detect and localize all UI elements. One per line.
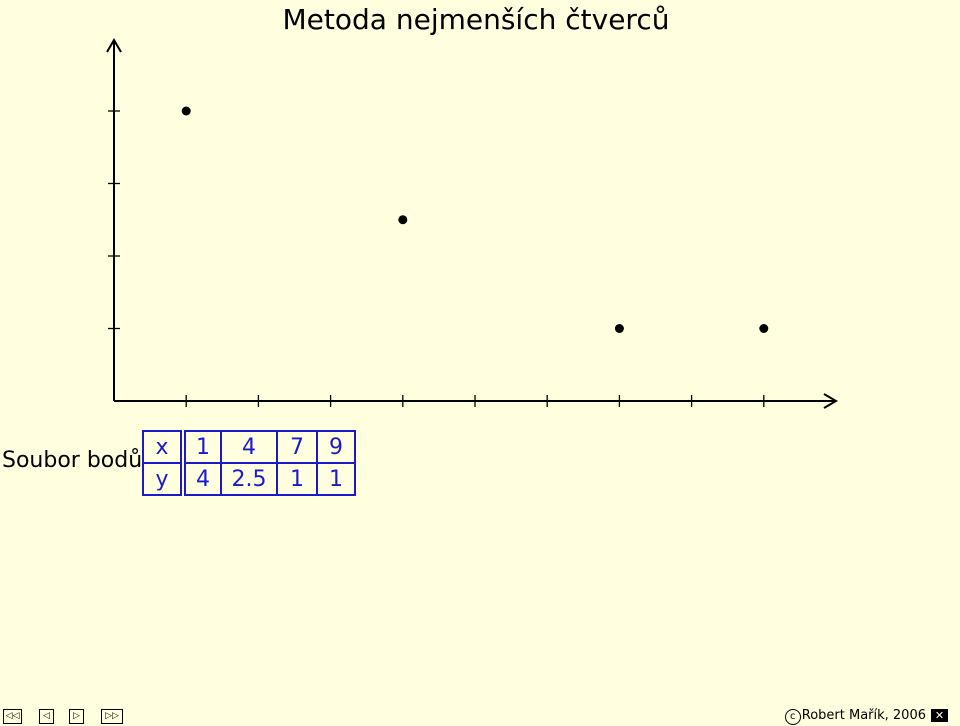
- copyright: c Robert Mařík, 2006: [784, 707, 926, 725]
- last-page-button[interactable]: ▷▷: [101, 709, 123, 724]
- axes: [106, 38, 838, 409]
- data-point: [614, 324, 624, 333]
- y-axis-arrow: [106, 38, 122, 53]
- previous-page-button[interactable]: ◁: [39, 709, 54, 724]
- data-point: [181, 106, 191, 116]
- table-label: Soubor bodů: [2, 448, 143, 473]
- y-ticks: [108, 110, 120, 330]
- table-row-y: y 4 2.5 1 1: [142, 462, 356, 496]
- first-page-button[interactable]: ◁◁: [3, 709, 22, 724]
- table-row-x: x 1 4 7 9: [142, 430, 356, 464]
- previous-page-icon: ◁: [43, 711, 50, 721]
- data-point: [398, 215, 408, 225]
- table-cell: 4: [182, 462, 222, 496]
- first-page-icon: ◁◁: [5, 711, 20, 721]
- table-cell: 1: [182, 430, 222, 464]
- table-cell: 7: [276, 430, 318, 464]
- table-cell: 1: [276, 462, 318, 496]
- table-cell: 9: [316, 430, 356, 464]
- data-points: [181, 106, 769, 333]
- x-ticks: [185, 395, 765, 407]
- data-table: x 1 4 7 9 y 4 2.5 1 1: [142, 430, 356, 496]
- x-axis-arrow: [823, 393, 838, 409]
- next-page-button[interactable]: ▷: [69, 709, 84, 724]
- data-point: [759, 324, 769, 333]
- scatter-chart: [106, 38, 838, 409]
- table-cell: 2.5: [220, 462, 278, 496]
- last-page-icon: ▷▷: [105, 711, 119, 721]
- y-header: y: [142, 462, 186, 496]
- next-page-icon: ▷: [73, 711, 80, 721]
- copyright-text: Robert Mařík, 2006: [801, 708, 926, 723]
- copyright-icon: c: [784, 709, 801, 725]
- close-icon: ✕: [934, 709, 945, 722]
- table-cell: 1: [316, 462, 356, 496]
- table-cell: 4: [220, 430, 278, 464]
- close-button[interactable]: ✕: [931, 709, 948, 722]
- x-header: x: [142, 430, 186, 464]
- page-title: Metoda nejmenších čtverců: [282, 3, 670, 36]
